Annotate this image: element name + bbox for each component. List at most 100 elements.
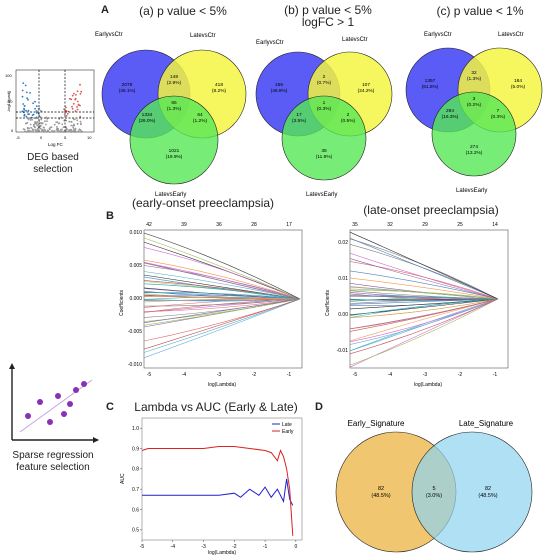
volcano-point	[57, 127, 59, 130]
volcano-point	[74, 97, 77, 100]
venn-b: EarlyvsCtr LatevsCtr LatevsEarly 156 (46…	[255, 37, 393, 198]
volcano-point	[76, 100, 79, 103]
volcano-point	[29, 123, 32, 126]
volcano-point	[56, 126, 58, 128]
volcano-plot: -5 0 5 10 100 50 0 Log FC -log10(padj)	[5, 69, 95, 147]
volcano-point	[65, 126, 67, 129]
auc-series-early	[141, 446, 294, 536]
lasso-coef-path	[143, 262, 301, 300]
venn-d-left-pct: (48.5%)	[371, 493, 390, 499]
lasso-coef-path	[349, 258, 499, 300]
lasso-late-ylabel: Coefficients	[325, 289, 331, 316]
venn-c-title: (c) p value < 1%	[436, 4, 524, 18]
volcano-point	[58, 118, 61, 120]
volcano-point	[65, 109, 67, 112]
volcano-point	[72, 124, 74, 127]
auc-xtick-label: -4	[171, 544, 176, 550]
venn-d-right-label: Late_Signature	[459, 419, 514, 428]
lasso-coef-path	[143, 298, 301, 353]
venn-c: EarlyvsCtr LatevsCtr LatevsEarly 1357 (6…	[405, 32, 543, 194]
lasso-coef-path	[349, 298, 499, 345]
lasso-late-ytick: 0.02	[338, 240, 348, 246]
volcano-point	[70, 129, 72, 132]
lasso-late-xtick: -1	[493, 372, 498, 378]
volcano-point	[68, 130, 70, 132]
lasso-early-xtick: -4	[182, 372, 187, 378]
volcano-point	[76, 90, 79, 93]
volcano-point	[76, 130, 78, 133]
volcano-point	[42, 130, 45, 133]
venn-b-center-count: 1	[323, 100, 326, 106]
volcano-ytick: 0	[11, 128, 14, 133]
auc-chart: 1.0 0.9 0.8 0.7 0.6 0.5 -5 -4 -3 -2 -1 0 Late Early…	[120, 417, 303, 556]
venn-c-r12-count: 32	[471, 70, 477, 76]
venn-d-left-count: 82	[378, 486, 384, 492]
lasso-early-ytick: -0.005	[128, 329, 142, 335]
legend-late-label: Late	[282, 422, 292, 428]
volcano-xtick: 5	[64, 135, 67, 140]
volcano-xtick: 0	[40, 135, 43, 140]
venn-d-right-count: 82	[485, 486, 491, 492]
volcano-point	[65, 119, 68, 122]
lasso-late-ytick: 0.01	[338, 276, 348, 282]
venn-b-center-pct: (0.3%)	[317, 106, 332, 112]
venn-c-center-count: 3	[473, 96, 476, 102]
volcano-point	[25, 115, 28, 118]
venn-b-set3-label: LatevsEarly	[306, 192, 337, 198]
sparse-point	[67, 401, 73, 407]
lasso-early-xtick: -3	[217, 372, 222, 378]
lasso-coef-path	[349, 298, 499, 318]
lasso-coef-path	[143, 292, 301, 300]
volcano-point	[34, 100, 36, 103]
venn-a-only3-count: 1021	[169, 148, 180, 154]
lasso-late-xlabel: log(Lambda)	[414, 382, 442, 388]
deg-caption-line2: selection	[33, 164, 73, 175]
volcano-point	[79, 115, 82, 118]
auc-xtick-label: -2	[232, 544, 237, 550]
volcano-ytick: 100	[5, 73, 12, 78]
volcano-point	[73, 123, 75, 126]
sparse-points	[25, 381, 87, 425]
volcano-xlabel: Log FC	[48, 142, 64, 147]
sparse-point	[61, 411, 67, 417]
lasso-early-xtick: -2	[252, 372, 257, 378]
auc-ytick-label: 0.8	[132, 467, 139, 473]
volcano-points	[21, 82, 83, 133]
venn-a-r12-count: 148	[170, 74, 178, 80]
venn-a-set1-label: EarlyvsCtr	[95, 32, 123, 38]
venn-b-r12-count: 2	[323, 74, 326, 80]
lasso-late-plot: 35 32 29 25 14 -5 -4 -3 -2 -1 log(Lambda…	[325, 222, 509, 388]
volcano-point	[43, 126, 45, 129]
volcano-point	[32, 131, 35, 133]
lasso-early-top-tick: 39	[181, 222, 187, 228]
volcano-point	[72, 126, 75, 129]
volcano-point	[77, 130, 80, 132]
venn-b-title-line2: logFC > 1	[301, 15, 355, 29]
venn-c-r13-count: 294	[446, 108, 454, 114]
sparse-caption-line1: Sparse regression	[12, 450, 94, 461]
volcano-point	[21, 95, 24, 98]
venn-c-r13-pct: (16.3%)	[442, 114, 459, 120]
volcano-point	[71, 94, 74, 97]
auc-ytick-label: 0.7	[132, 487, 139, 493]
lasso-late-xtick: -3	[423, 372, 428, 378]
volcano-point	[56, 129, 59, 132]
venn-a-set3-label: LatevsEarly	[155, 192, 186, 198]
auc-ytick-label: 0.5	[132, 528, 139, 534]
volcano-point	[37, 130, 40, 133]
venn-a-only2-count: 418	[215, 82, 223, 88]
auc-ytick-label: 0.6	[132, 507, 139, 513]
volcano-point	[76, 122, 79, 125]
sparse-x-arrow-icon	[93, 437, 99, 443]
lasso-early-ylabel: Coefficients	[119, 289, 125, 316]
venn-b-title-line1: (b) p value < 5%	[284, 3, 372, 17]
sparse-fit-line	[19, 379, 93, 433]
volcano-point	[22, 82, 25, 84]
lasso-late-top-tick: 25	[457, 222, 463, 228]
volcano-point	[44, 120, 46, 123]
lasso-coef-path	[349, 288, 499, 300]
venn-b-r23-count: 2	[347, 112, 350, 118]
volcano-point	[35, 105, 38, 108]
volcano-point	[27, 98, 29, 101]
venn-c-set3-label: LatevsEarly	[456, 188, 487, 194]
